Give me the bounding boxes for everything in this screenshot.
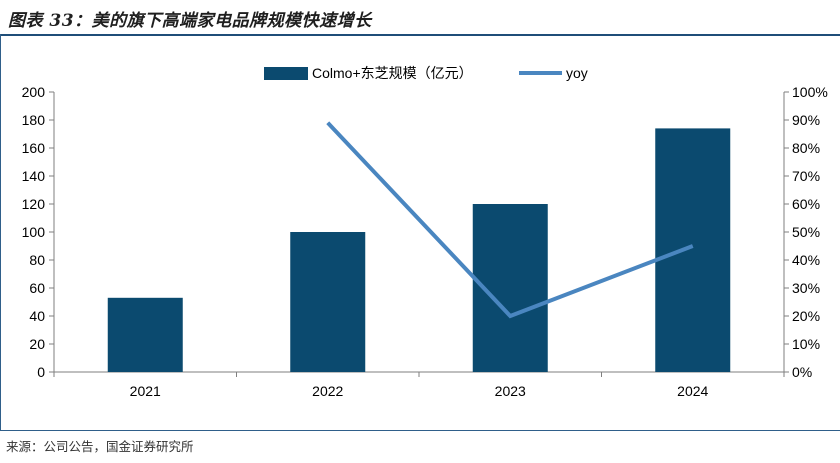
right-axis-tick-label: 30% [792, 280, 820, 296]
right-axis-tick-label: 50% [792, 224, 820, 240]
left-axis-tick-label: 160 [22, 140, 46, 156]
frame-bottom-border [0, 430, 840, 431]
right-axis-tick-label: 60% [792, 196, 820, 212]
bar [107, 297, 183, 372]
left-axis-tick-label: 60 [29, 280, 45, 296]
left-axis-tick-label: 120 [22, 196, 46, 212]
right-axis-tick-label: 100% [792, 84, 828, 100]
left-axis-tick-label: 40 [29, 308, 45, 324]
right-axis-tick-label: 90% [792, 112, 820, 128]
figure-title: 图表 33：美的旗下高端家电品牌规模快速增长 [8, 11, 372, 31]
right-axis-tick-label: 10% [792, 336, 820, 352]
yoy-line-series [326, 121, 694, 319]
left-axis-tick-label: 0 [37, 364, 45, 380]
legend-label-bar: Colmo+东芝规模（亿元） [312, 65, 473, 81]
left-axis-tick-label: 80 [29, 252, 45, 268]
legend-swatch-bar [264, 67, 308, 80]
left-axis-tick-label: 100 [22, 224, 46, 240]
frame-left-border [0, 34, 1, 430]
bar [655, 128, 731, 372]
x-axis-tick-label: 2021 [130, 383, 161, 399]
x-axis-tick-label: 2024 [677, 383, 708, 399]
x-axis-tick-label: 2022 [312, 383, 343, 399]
title-divider [0, 34, 840, 36]
right-axis-tick-label: 70% [792, 168, 820, 184]
bar [290, 232, 366, 372]
right-axis-tick-label: 80% [792, 140, 820, 156]
right-axis-tick-label: 0% [792, 364, 812, 380]
source-note: 来源：公司公告，国金证券研究所 [6, 439, 194, 454]
x-axis-tick-label: 2023 [495, 383, 526, 399]
bar-series [107, 128, 731, 372]
right-axis-tick-label: 20% [792, 308, 820, 324]
left-axis-tick-label: 200 [22, 84, 46, 100]
left-axis-tick-label: 180 [22, 112, 46, 128]
left-axis-tick-label: 140 [22, 168, 46, 184]
chart-legend: Colmo+东芝规模（亿元） yoy [264, 65, 588, 81]
legend-label-line: yoy [566, 65, 588, 81]
right-axis-tick-label: 40% [792, 252, 820, 268]
left-axis-tick-label: 20 [29, 336, 45, 352]
chart-axes: 0 20 40 60 80 100 120 140 160 180 200 0% 10% 20% 30% 40… [22, 84, 828, 399]
